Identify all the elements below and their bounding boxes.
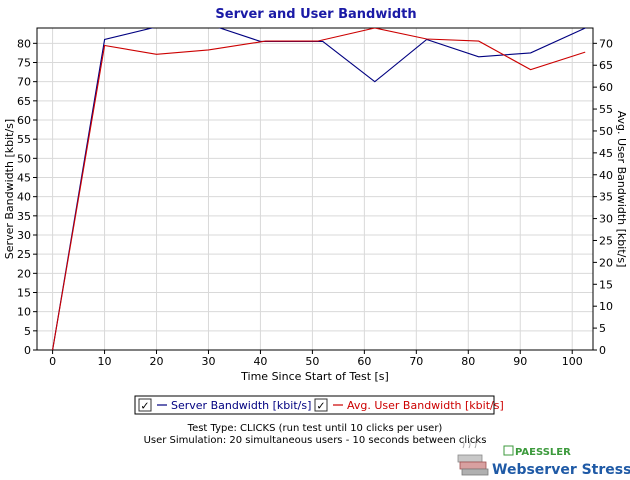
y-tick-label: 60	[17, 114, 31, 127]
y-tick-label: 20	[17, 267, 31, 280]
chart-title: Server and User Bandwidth	[215, 7, 416, 22]
y2-tick-label: 40	[599, 169, 613, 182]
x-tick-label: 90	[513, 355, 527, 368]
y-tick-label: 55	[17, 133, 31, 146]
legend-checkbox-user[interactable]	[314, 398, 328, 412]
y-tick-label: 70	[17, 76, 31, 89]
y2-tick-label: 50	[599, 125, 613, 138]
legend-checkbox-server[interactable]	[138, 398, 152, 412]
y-tick-label: 35	[17, 210, 31, 223]
legend-item-server[interactable]: ✓ Server Bandwidth [kbit/s]	[138, 398, 311, 413]
y-tick-label: 0	[24, 344, 31, 357]
x-tick-label: 80	[461, 355, 475, 368]
checkmark-icon: ✓	[140, 400, 149, 413]
legend-item-user[interactable]: ✓ Avg. User Bandwidth [kbit/s]	[314, 398, 504, 413]
y2-tick-label: 70	[599, 37, 613, 50]
paessler-mark-icon	[503, 445, 514, 456]
x-tick-label: 20	[150, 355, 164, 368]
y-axis-title: Server Bandwidth [kbit/s]	[3, 119, 16, 259]
y-tick-label: 50	[17, 152, 31, 165]
y-tick-label: 75	[17, 57, 31, 70]
y-tick-label: 45	[17, 172, 31, 185]
y-tick-label: 25	[17, 248, 31, 261]
y2-tick-label: 15	[599, 278, 613, 291]
x-axis: 0 10 20 30 40 50 60 70 80 90 100	[49, 350, 583, 368]
y2-tick-label: 30	[599, 213, 613, 226]
user-simulation-text: User Simulation: 20 simultaneous users -…	[144, 435, 487, 446]
y2-axis-title: Avg. User Bandwidth [kbit/s]	[615, 111, 628, 268]
x-axis-title: Time Since Start of Test [s]	[240, 370, 389, 383]
series-layer	[52, 28, 587, 350]
y2-tick-label: 65	[599, 59, 613, 72]
plot-frame	[36, 27, 594, 351]
brand-company: PAESSLER	[515, 447, 571, 458]
y-axis-right: 0 5 10 15 20 25 30 35 40 45 50 55 60 65 70	[593, 37, 613, 357]
x-tick-label: 30	[201, 355, 215, 368]
y-tick-label: 65	[17, 95, 31, 108]
legend: ✓ Server Bandwidth [kbit/s] ✓ Avg. User …	[134, 395, 504, 415]
y2-tick-label: 55	[599, 103, 613, 116]
y-tick-label: 15	[17, 287, 31, 300]
y2-tick-label: 0	[599, 344, 606, 357]
x-tick-label: 100	[562, 355, 583, 368]
y2-tick-label: 25	[599, 234, 613, 247]
test-type-text: Test Type: CLICKS (run test until 10 cli…	[187, 423, 443, 434]
y-tick-label: 40	[17, 191, 31, 204]
x-tick-label: 10	[98, 355, 112, 368]
x-tick-label: 70	[409, 355, 423, 368]
legend-label-user: Avg. User Bandwidth [kbit/s]	[347, 399, 504, 412]
series-line-server-bandwidth	[52, 28, 587, 350]
x-tick-label: 50	[305, 355, 319, 368]
x-tick-label: 0	[49, 355, 56, 368]
y-tick-label: 80	[17, 37, 31, 50]
y2-tick-label: 10	[599, 300, 613, 313]
y-axis-left: 0 5 10 15 20 25 30 35 40 45 50 55 60 65 70 75 80	[17, 37, 37, 357]
x-tick-label: 40	[253, 355, 267, 368]
brand-product: Webserver Stress Tool	[492, 462, 630, 478]
y-tick-label: 5	[24, 325, 31, 338]
server-rack-icon	[457, 440, 489, 476]
y2-tick-label: 60	[599, 81, 613, 94]
y2-tick-label: 5	[599, 322, 606, 335]
grid-layer	[37, 28, 593, 351]
y-tick-label: 30	[17, 229, 31, 242]
series-line-user-bandwidth	[52, 28, 586, 350]
legend-label-server: Server Bandwidth [kbit/s]	[171, 399, 311, 412]
checkmark-icon: ✓	[316, 400, 325, 413]
y2-tick-label: 20	[599, 256, 613, 269]
x-tick-label: 60	[357, 355, 371, 368]
y-tick-label: 10	[17, 306, 31, 319]
y2-tick-label: 45	[599, 147, 613, 160]
brand-logo: PAESSLER Webserver Stress Tool	[457, 440, 630, 478]
y2-tick-label: 35	[599, 191, 613, 204]
